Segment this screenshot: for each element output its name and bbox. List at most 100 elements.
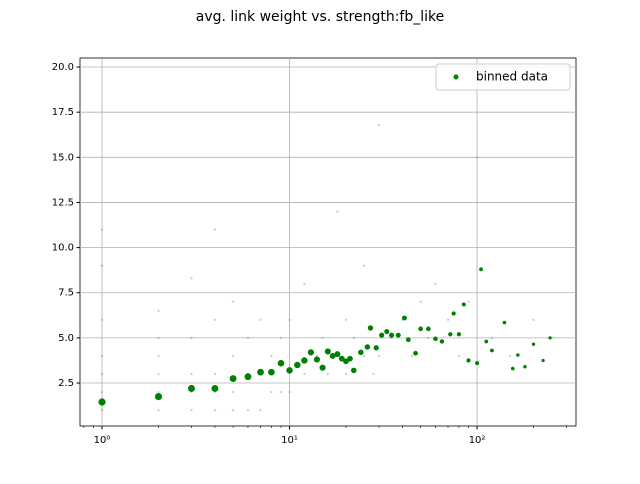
data-point [516,353,520,357]
raw-point [270,390,273,394]
raw-point [231,354,235,358]
raw-point [100,318,104,321]
data-point [510,366,515,371]
y-tick-label: 10.0 [52,243,74,254]
raw-point [457,354,460,358]
raw-point [190,277,193,280]
raw-point [363,354,366,358]
raw-point [100,264,104,267]
raw-point [336,210,339,213]
data-point [548,336,552,340]
data-point [329,352,336,359]
raw-point [100,409,104,412]
raw-point [279,336,283,339]
data-point [347,355,353,362]
raw-point [344,372,348,376]
data-point [338,355,345,362]
data-point [502,320,507,325]
x-tick-label: 10⁰ [94,435,111,446]
raw-point [190,336,193,339]
x-tick-label: 10² [469,435,486,446]
raw-point [259,409,262,412]
data-point [490,348,494,353]
raw-point [344,318,348,321]
raw-point [190,409,193,412]
raw-point [434,282,437,285]
data-point [531,342,536,346]
raw-point [427,336,430,339]
legend-box [435,63,571,91]
raw-point [213,372,217,376]
data-point [475,361,480,366]
raw-point [213,409,217,412]
raw-point [100,372,104,376]
data-point [402,315,407,321]
data-point [384,329,390,335]
raw-point [490,336,494,339]
data-point [466,358,471,363]
data-point [451,311,456,316]
raw-point [213,318,217,321]
data-point [541,358,545,363]
data-point [187,384,196,392]
raw-point [303,372,306,376]
data-point [523,365,527,369]
data-point [426,326,431,332]
y-tick-label: 5.0 [58,333,74,344]
raw-point [246,336,250,339]
raw-point [377,123,381,126]
y-tick-label: 20.0 [52,62,74,73]
raw-point [326,372,329,376]
data-point [350,367,357,374]
data-point [229,375,237,382]
y-tick-label: 12.5 [52,197,74,208]
data-point [456,332,461,337]
data-point [294,361,301,369]
data-point [257,368,264,376]
raw-point [190,372,193,376]
y-tick-label: 7.5 [58,288,74,299]
data-point [286,367,293,374]
raw-point [231,300,235,303]
data-point [433,336,438,342]
raw-point [100,390,104,394]
data-point [367,325,374,331]
data-point [405,337,411,343]
raw-point [467,300,470,303]
legend-marker [453,74,459,80]
x-tick-label: 10¹ [281,435,298,446]
data-point [313,356,321,363]
raw-point [231,409,235,412]
raw-point [157,372,160,376]
raw-point [303,282,306,285]
raw-point [157,409,160,412]
raw-point [410,354,414,358]
data-point [277,359,285,367]
y-tick-label: 17.5 [52,107,74,118]
data-point [244,373,252,381]
data-point [324,348,331,355]
raw-point [100,354,104,358]
axes-frame [79,57,577,427]
raw-point [270,354,273,358]
chart-title: avg. link weight vs. strength:fb_like [196,9,445,25]
raw-point [288,318,291,321]
raw-point [213,228,217,231]
data-point [373,345,379,351]
raw-point [157,309,160,312]
raw-point [532,318,535,321]
data-point [484,339,489,344]
data-point [319,364,326,371]
raw-point [157,336,160,339]
raw-point [352,336,355,339]
raw-point [508,354,512,358]
data-point [439,339,445,344]
raw-point [419,300,422,303]
y-tick-label: 15.0 [52,152,74,163]
raw-point [157,354,160,358]
raw-point [475,156,479,159]
raw-point [315,354,319,358]
data-point [379,332,385,338]
data-point [268,368,275,376]
